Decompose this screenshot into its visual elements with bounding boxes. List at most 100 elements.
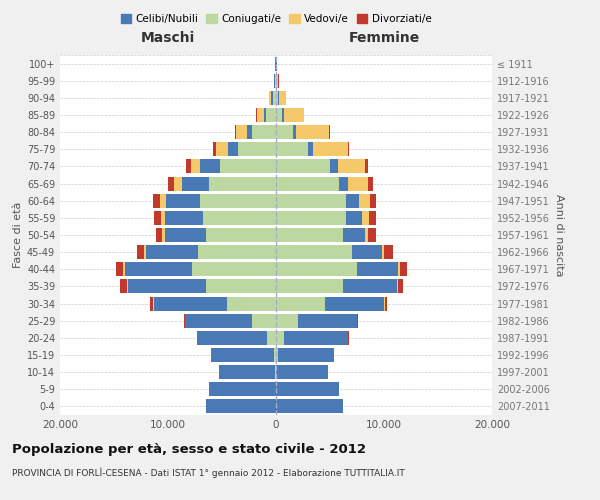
Bar — [165, 228, 206, 242]
Bar — [313, 142, 348, 156]
Bar — [269, 91, 271, 105]
Bar — [127, 280, 128, 293]
Bar — [384, 245, 392, 259]
Bar — [235, 125, 236, 139]
Bar — [275, 74, 276, 88]
Bar — [209, 382, 276, 396]
Bar — [150, 296, 154, 310]
Bar — [128, 280, 206, 293]
Bar — [146, 245, 198, 259]
Bar — [283, 108, 284, 122]
Bar — [278, 348, 334, 362]
Bar — [200, 194, 276, 207]
Bar — [236, 125, 247, 139]
Bar — [185, 314, 252, 328]
Bar — [277, 74, 278, 88]
Bar — [276, 228, 343, 242]
Bar — [359, 194, 370, 207]
Bar — [365, 160, 368, 173]
Y-axis label: Anni di nascita: Anni di nascita — [554, 194, 564, 276]
Bar — [125, 262, 192, 276]
Bar — [276, 176, 338, 190]
Text: Femmine: Femmine — [349, 30, 419, 44]
Bar — [274, 348, 276, 362]
Bar — [156, 228, 162, 242]
Bar — [121, 280, 127, 293]
Bar — [257, 108, 263, 122]
Bar — [397, 280, 398, 293]
Bar — [276, 314, 298, 328]
Bar — [365, 228, 368, 242]
Bar — [276, 331, 284, 345]
Bar — [214, 142, 215, 156]
Bar — [191, 160, 200, 173]
Bar — [200, 160, 220, 173]
Bar — [266, 108, 276, 122]
Bar — [187, 160, 191, 173]
Bar — [198, 245, 276, 259]
Bar — [166, 194, 200, 207]
Bar — [370, 194, 376, 207]
Bar — [349, 176, 368, 190]
Bar — [368, 176, 373, 190]
Bar — [284, 331, 349, 345]
Bar — [197, 331, 268, 345]
Bar — [276, 400, 343, 413]
Bar — [277, 365, 328, 379]
Bar — [220, 160, 276, 173]
Legend: Celibi/Nubili, Coniugati/e, Vedovi/e, Divorziati/e: Celibi/Nubili, Coniugati/e, Vedovi/e, Di… — [116, 10, 436, 29]
Bar — [206, 280, 276, 293]
Text: Maschi: Maschi — [141, 30, 195, 44]
Bar — [296, 125, 329, 139]
Bar — [162, 228, 165, 242]
Bar — [276, 348, 278, 362]
Bar — [398, 262, 400, 276]
Bar — [298, 314, 357, 328]
Bar — [263, 108, 266, 122]
Bar — [161, 211, 165, 225]
Bar — [346, 194, 359, 207]
Bar — [357, 262, 398, 276]
Bar — [276, 194, 346, 207]
Bar — [229, 142, 238, 156]
Bar — [192, 262, 276, 276]
Bar — [154, 296, 227, 310]
Bar — [330, 160, 338, 173]
Bar — [165, 211, 203, 225]
Bar — [203, 211, 276, 225]
Bar — [368, 228, 376, 242]
Bar — [271, 91, 273, 105]
Bar — [276, 125, 293, 139]
Bar — [343, 280, 397, 293]
Bar — [256, 108, 257, 122]
Bar — [276, 382, 338, 396]
Bar — [325, 296, 384, 310]
Y-axis label: Fasce di età: Fasce di età — [13, 202, 23, 268]
Bar — [154, 211, 161, 225]
Bar — [276, 245, 352, 259]
Bar — [382, 245, 384, 259]
Bar — [398, 280, 403, 293]
Bar — [308, 142, 313, 156]
Bar — [276, 160, 330, 173]
Bar — [348, 142, 349, 156]
Bar — [252, 125, 276, 139]
Bar — [168, 176, 175, 190]
Bar — [182, 176, 209, 190]
Bar — [273, 91, 276, 105]
Bar — [247, 125, 252, 139]
Bar — [346, 211, 362, 225]
Bar — [137, 245, 144, 259]
Bar — [278, 91, 280, 105]
Bar — [252, 314, 276, 328]
Bar — [206, 228, 276, 242]
Bar — [175, 176, 182, 190]
Bar — [116, 262, 123, 276]
Bar — [227, 296, 276, 310]
Bar — [276, 262, 357, 276]
Bar — [338, 160, 365, 173]
Bar — [338, 176, 349, 190]
Bar — [220, 365, 275, 379]
Bar — [276, 91, 278, 105]
Text: Popolazione per età, sesso e stato civile - 2012: Popolazione per età, sesso e stato civil… — [12, 442, 366, 456]
